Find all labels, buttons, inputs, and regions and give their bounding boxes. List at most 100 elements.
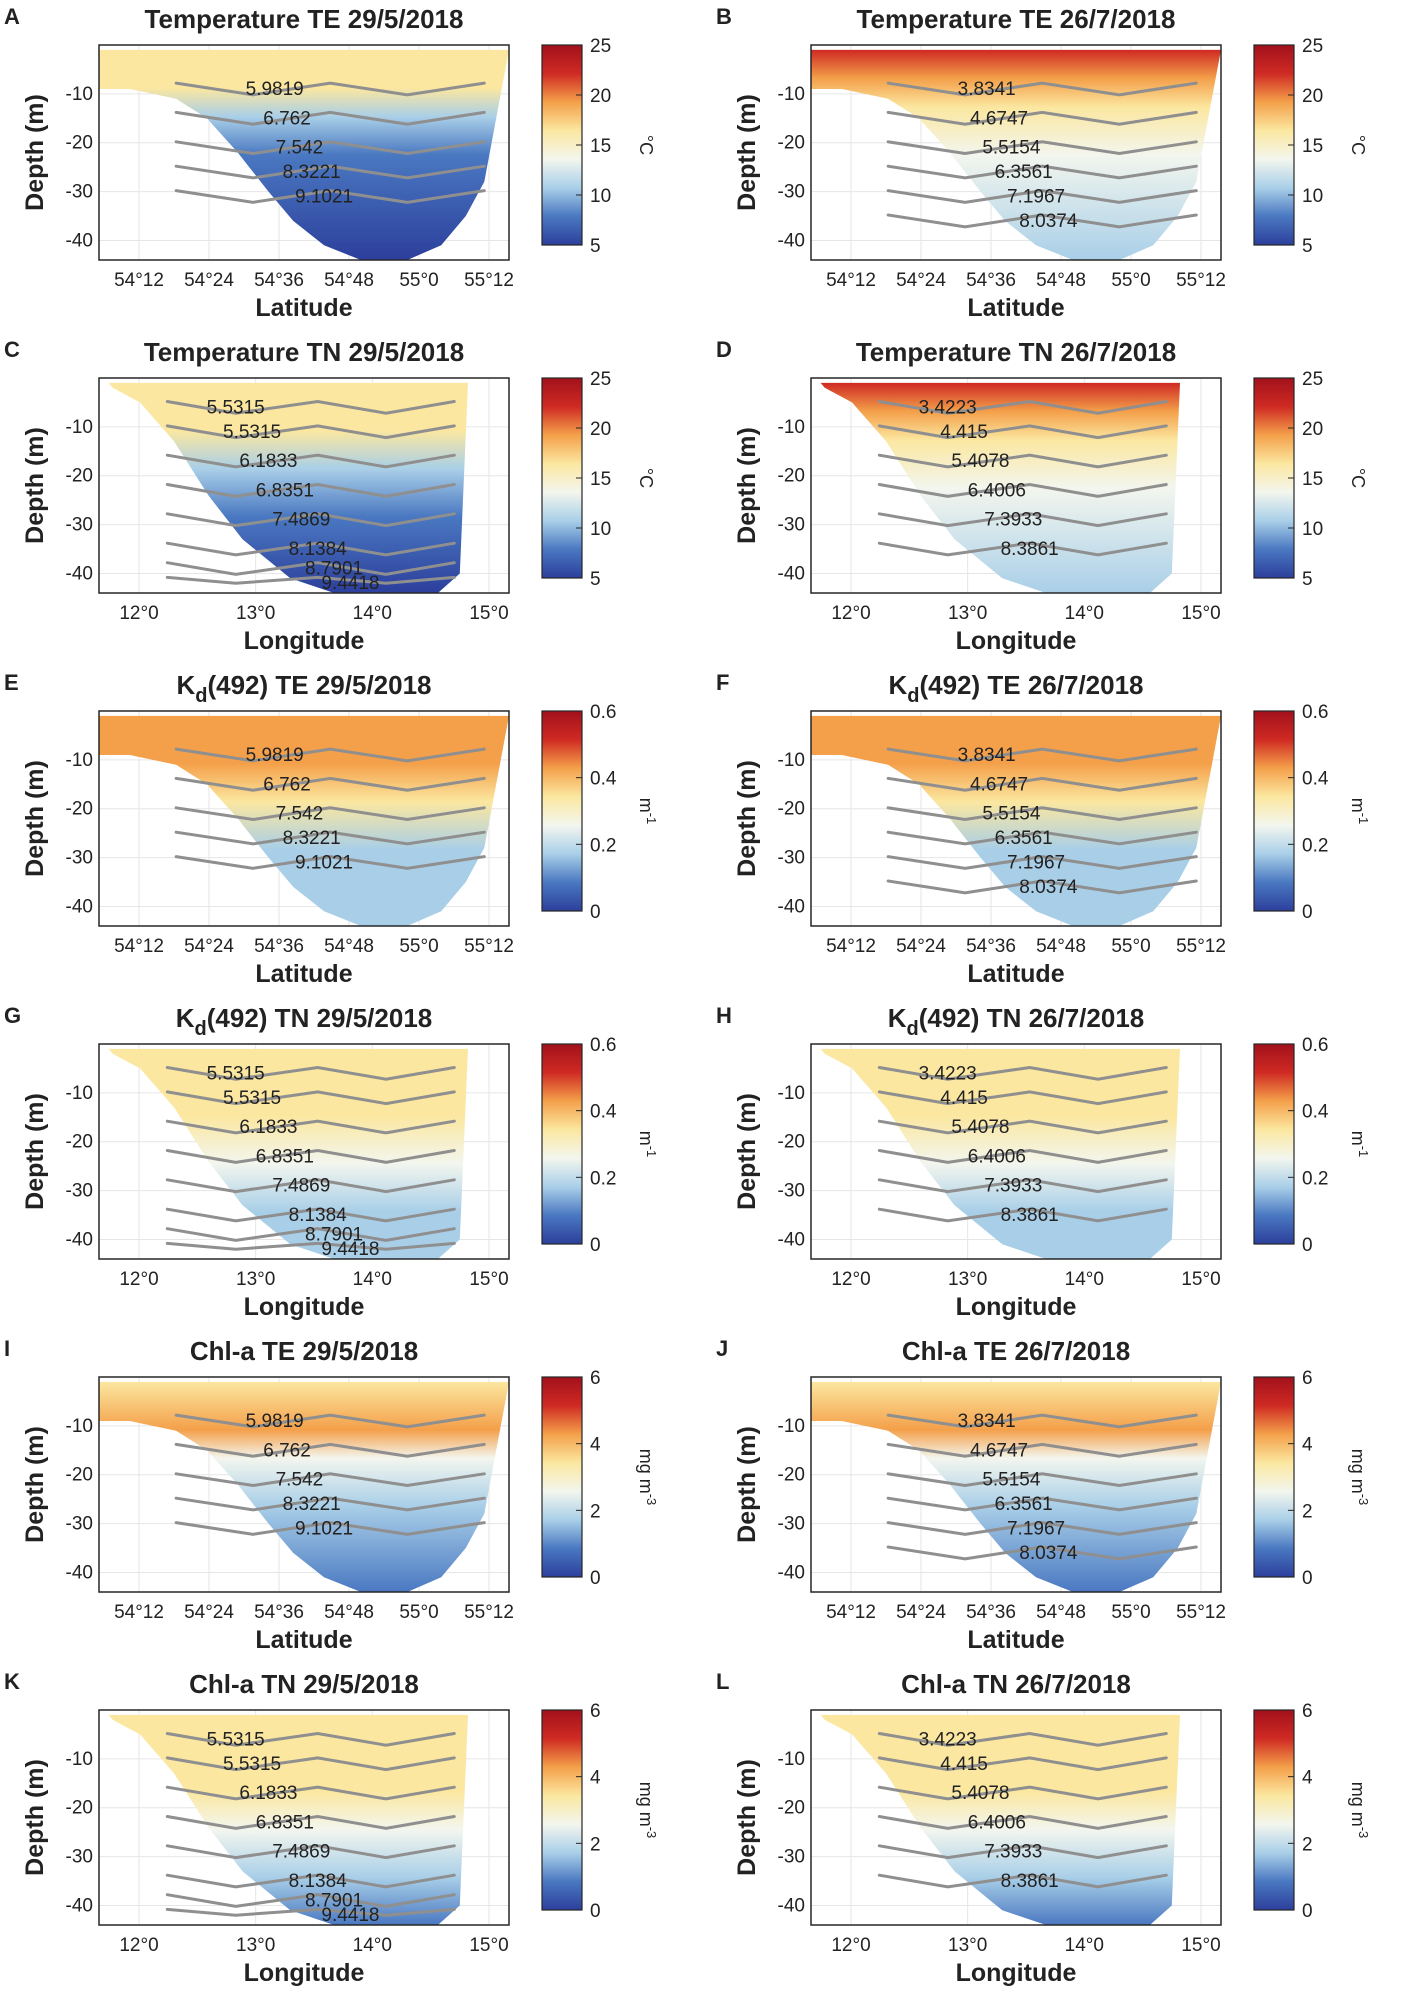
- contour-label: 6.8351: [256, 1146, 314, 1167]
- section-field: [99, 715, 509, 926]
- colorbar: [1253, 1376, 1295, 1578]
- x-tick-label: 54°24: [896, 1602, 946, 1623]
- chart-svg-H: H Kd(492) TN 26/7/2018 3.4223 4.415 5.4078 6.…: [716, 1003, 1371, 1321]
- y-tick-label: -30: [66, 1181, 93, 1202]
- contour-line: [877, 1731, 1168, 1747]
- contour-label: 9.1021: [295, 186, 353, 207]
- colorbar: [1253, 710, 1295, 912]
- contour-label: 8.1384: [289, 1871, 348, 1892]
- contour-label: 7.1967: [1007, 852, 1065, 873]
- x-tick-label: 55°0: [399, 1602, 438, 1623]
- y-tick-label: -30: [778, 515, 805, 536]
- colorbar-tick-label: 0.6: [1302, 1035, 1328, 1056]
- colorbar: [541, 1043, 583, 1245]
- contour-label: 8.3221: [283, 1494, 341, 1515]
- y-tick-label: -20: [778, 133, 805, 154]
- colorbar-tick-label: 0: [590, 1568, 601, 1589]
- contour-line: [165, 1065, 456, 1081]
- contour-label: 8.0374: [1019, 211, 1078, 232]
- colorbar-tick-label: 15: [590, 136, 611, 157]
- y-axis-label: Depth (m): [21, 1426, 49, 1543]
- contour-label: 8.3861: [1001, 539, 1059, 560]
- y-tick-label: -40: [66, 230, 93, 251]
- colorbar-tick-label: 2: [590, 1501, 601, 1522]
- contour-label: 7.542: [276, 804, 324, 825]
- contour-label: 8.1384: [289, 539, 348, 560]
- contour-line: [165, 424, 456, 440]
- x-tick-label: 12°0: [831, 603, 870, 624]
- contour-line: [877, 1756, 1168, 1772]
- x-tick-label: 54°24: [184, 936, 234, 957]
- y-tick-label: -40: [778, 1895, 805, 1916]
- colorbar-unit: m-1: [1348, 1131, 1371, 1158]
- panel-letter: C: [4, 337, 20, 362]
- y-tick-label: -10: [66, 1749, 93, 1770]
- y-tick-label: -10: [778, 750, 805, 771]
- contour-label: 6.1833: [239, 1117, 297, 1138]
- x-tick-label: 55°0: [1111, 1602, 1150, 1623]
- colorbar-tick-label: 4: [1302, 1768, 1313, 1789]
- y-tick-label: -10: [778, 417, 805, 438]
- chart-svg-D: D Temperature TN 26/7/2018 3.4223 4.415 5.40…: [716, 337, 1368, 655]
- contour-line: [165, 1756, 456, 1772]
- contour-line: [886, 1413, 1198, 1429]
- contour-line: [877, 541, 1168, 557]
- x-tick-label: 12°0: [119, 1269, 158, 1290]
- x-tick-label: 54°12: [114, 1602, 164, 1623]
- x-tick-label: 54°36: [254, 270, 304, 291]
- colorbar-tick-label: 0.4: [590, 769, 617, 790]
- contour-line: [165, 1731, 456, 1747]
- y-tick-label: -20: [66, 133, 93, 154]
- contour-label: 8.7901: [305, 1891, 363, 1912]
- chart-svg-C: C Temperature TN 29/5/2018 5.5315 5.5315 6.1…: [4, 337, 656, 655]
- contour-label: 5.5315: [207, 1729, 265, 1750]
- contour-line: [165, 1893, 456, 1908]
- contour-line: [886, 140, 1198, 156]
- colorbar-tick-label: 20: [590, 419, 611, 440]
- colorbar-tick-label: 6: [1302, 1368, 1313, 1389]
- colorbar-tick-label: 0: [1302, 1235, 1313, 1256]
- colorbar-tick-label: 5: [590, 236, 601, 257]
- colorbar-unit: °C: [1348, 135, 1368, 155]
- contour-label: 7.4869: [272, 1176, 330, 1197]
- contour-line: [877, 1065, 1168, 1081]
- section-field: [811, 715, 1221, 926]
- y-tick-label: -20: [66, 1465, 93, 1486]
- y-tick-label: -30: [778, 1847, 805, 1868]
- panel-D: D Temperature TN 26/7/2018 3.4223 4.415 5.40…: [716, 333, 1406, 659]
- colorbar-tick-label: 0.6: [590, 702, 616, 723]
- contour-line: [174, 1521, 486, 1536]
- y-tick-label: -10: [66, 750, 93, 771]
- chart-title: Chl-a TN 29/5/2018: [189, 1669, 419, 1699]
- contour-line: [877, 1148, 1168, 1164]
- colorbar-tick-label: 20: [1302, 86, 1323, 107]
- panel-letter: B: [716, 4, 732, 29]
- x-tick-label: 55°12: [1176, 270, 1226, 291]
- colorbar-tick-label: 4: [590, 1768, 601, 1789]
- contour-label: 5.9819: [246, 79, 304, 100]
- contour-label: 6.1833: [239, 1783, 297, 1804]
- colorbar-tick-label: 5: [1302, 236, 1313, 257]
- contour-label: 4.6747: [970, 1440, 1028, 1461]
- contour-line: [165, 1178, 456, 1194]
- y-axis-label: Depth (m): [733, 94, 761, 211]
- plot-frame: [810, 377, 1222, 594]
- x-axis-label: Longitude: [244, 627, 365, 655]
- contour-line: [174, 1472, 486, 1488]
- y-tick-label: -30: [778, 1514, 805, 1535]
- x-tick-label: 54°36: [254, 936, 304, 957]
- contour-label: 5.9819: [246, 1411, 304, 1432]
- contour-line: [886, 1545, 1198, 1561]
- contour-line: [886, 110, 1198, 126]
- x-tick-label: 13°0: [948, 1935, 987, 1956]
- contour-line: [877, 1814, 1168, 1830]
- contour-line: [886, 830, 1198, 846]
- x-tick-label: 55°0: [1111, 270, 1150, 291]
- y-tick-label: -10: [66, 417, 93, 438]
- colorbar-tick-label: 2: [1302, 1501, 1313, 1522]
- colorbar-tick-label: 0.2: [1302, 835, 1328, 856]
- contours: 3.4223 4.415 5.4078 6.4006 7.3933 8.3861: [877, 1063, 1168, 1226]
- panel-letter: E: [4, 670, 19, 695]
- contour-label: 7.1967: [1007, 1518, 1065, 1539]
